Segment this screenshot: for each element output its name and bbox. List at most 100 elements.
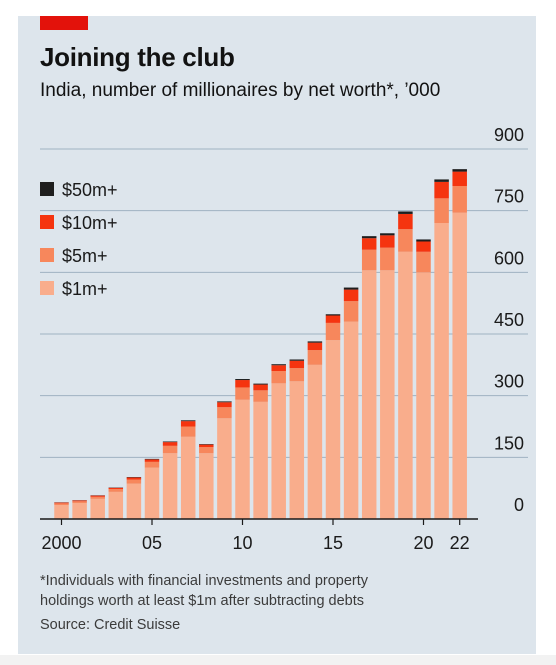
bar-segment: [325, 315, 341, 323]
bar-segment: [452, 171, 467, 186]
bar-segment: [416, 239, 431, 242]
bar-segment: [199, 444, 214, 448]
x-tick-label: 15: [323, 533, 343, 553]
bar-segment: [253, 390, 268, 402]
bar-segment: [253, 383, 268, 385]
y-tick-label: 450: [494, 310, 524, 330]
bar-segment: [199, 447, 214, 454]
bar-segment: [343, 289, 359, 302]
bar-segment: [72, 500, 87, 502]
chart-subtitle: India, number of millionaires by net wor…: [40, 80, 441, 101]
footnote-line: holdings worth at least $1m after subtra…: [40, 593, 365, 609]
bar-segment: [90, 495, 105, 497]
bar-segment: [144, 459, 160, 462]
y-tick-label: 900: [494, 125, 524, 145]
legend-label: $50m+: [62, 180, 118, 200]
bar-segment: [343, 321, 359, 519]
y-tick-label: 750: [494, 187, 524, 207]
stacked-bar-chart: 0 150 300 450 600 750 900 2000 05 10 15 20 22 $50m+ $1…: [40, 125, 528, 553]
y-tick-label: 300: [494, 372, 524, 392]
bar-segment: [162, 442, 178, 446]
bar-segment: [180, 420, 196, 422]
bar-segment: [54, 505, 69, 519]
bar-segment: [398, 211, 413, 214]
bar-segment: [434, 179, 449, 182]
bar-segment: [361, 249, 377, 271]
bar-segment: [380, 247, 395, 271]
page-bottom-strip: [0, 655, 556, 665]
y-tick-label: 600: [494, 248, 524, 268]
bar-segment: [126, 479, 142, 484]
bar-segment: [162, 441, 178, 443]
footnote: *Individuals with financial investments …: [40, 571, 368, 611]
bar-segment: [144, 467, 160, 519]
bar-segment: [434, 198, 449, 223]
bar-segment: [162, 453, 178, 519]
chart-card: Joining the club India, number of millio…: [18, 16, 536, 654]
x-tick-label: 22: [450, 533, 470, 553]
bar-segment: [325, 314, 341, 316]
bar-segment: [398, 213, 413, 230]
bar-segment: [162, 445, 178, 454]
bar-segment: [307, 364, 323, 519]
bar-segment: [398, 251, 413, 519]
bar-segment: [108, 487, 124, 489]
bar-segment: [108, 491, 124, 519]
bar-segment: [235, 379, 250, 381]
bar-segment: [180, 426, 196, 437]
bar-segment: [126, 477, 142, 480]
bar-segment: [54, 503, 69, 506]
bar-segment: [416, 251, 431, 273]
x-tick-label: 2000: [41, 533, 81, 553]
bar-segment: [72, 502, 87, 519]
bar-segment: [253, 384, 268, 391]
bar-segment: [271, 371, 286, 384]
bar-segment: [343, 301, 359, 322]
bar-segment: [235, 380, 250, 388]
bar-segment: [452, 212, 467, 519]
bar-segment: [289, 381, 305, 519]
x-tick-label: 10: [232, 533, 252, 553]
bar-segment: [271, 365, 286, 371]
bar-segment: [126, 483, 142, 519]
x-tick-label: 05: [142, 533, 162, 553]
x-tick-label: 20: [413, 533, 433, 553]
y-tick-label: 150: [494, 433, 524, 453]
bar-segment: [398, 229, 413, 252]
legend-swatch: [40, 182, 54, 196]
bar-segment: [416, 241, 431, 252]
legend-swatch: [40, 248, 54, 262]
source-note: Source: Credit Suisse: [40, 617, 181, 633]
bar-segment: [325, 322, 341, 341]
legend-swatch: [40, 281, 54, 295]
bar-segment: [289, 360, 305, 369]
legend-swatch: [40, 215, 54, 229]
bar-segment: [180, 421, 196, 427]
legend-label: $10m+: [62, 213, 118, 233]
bar-segment: [343, 287, 359, 290]
bar-segment: [217, 407, 232, 419]
bar-segment: [434, 223, 449, 519]
bar-segment: [217, 402, 232, 408]
chart-title: Joining the club: [40, 42, 235, 72]
bar-segment: [144, 461, 160, 468]
bar-segment: [380, 233, 395, 236]
footnote-line: *Individuals with financial investments …: [40, 573, 369, 589]
bar-segment: [307, 350, 323, 365]
y-tick-label: 0: [514, 495, 524, 515]
bar-segment: [380, 270, 395, 519]
legend-label: $5m+: [62, 246, 108, 266]
bar-segment: [217, 418, 232, 519]
bar-segment: [72, 501, 87, 503]
bar-segment: [90, 498, 105, 519]
bar-segment: [289, 359, 305, 361]
bar-segment: [180, 436, 196, 519]
bar-segment: [199, 453, 214, 519]
bar-segment: [235, 387, 250, 400]
bar-segment: [325, 340, 341, 519]
bar-segment: [452, 186, 467, 213]
bar-segment: [271, 383, 286, 519]
bar-segment: [108, 488, 124, 492]
bar-segment: [271, 364, 286, 366]
bar-segment: [434, 181, 449, 199]
